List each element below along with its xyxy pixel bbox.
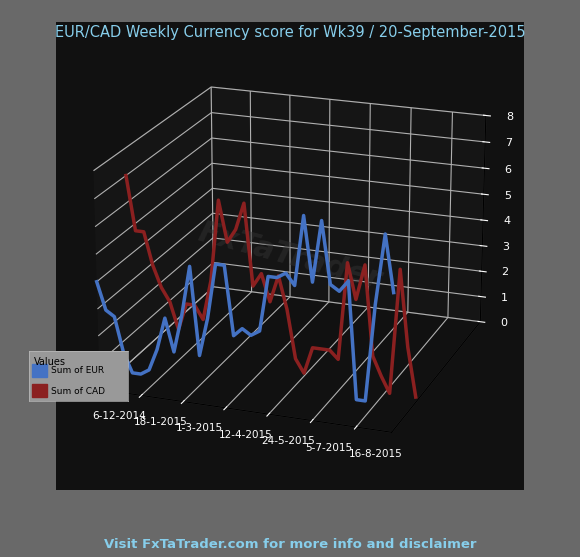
Text: Sum of CAD: Sum of CAD: [50, 387, 105, 395]
Text: Sum of EUR: Sum of EUR: [50, 367, 104, 375]
Text: FxTaTrader: FxTaTrader: [195, 218, 385, 295]
Text: EUR/CAD Weekly Currency score for Wk39 / 20-September-2015: EUR/CAD Weekly Currency score for Wk39 /…: [55, 25, 525, 40]
Bar: [32, 384, 47, 397]
Text: Values: Values: [34, 357, 66, 367]
Text: Visit FxTaTrader.com for more info and disclaimer: Visit FxTaTrader.com for more info and d…: [104, 539, 476, 551]
Bar: [32, 364, 47, 377]
